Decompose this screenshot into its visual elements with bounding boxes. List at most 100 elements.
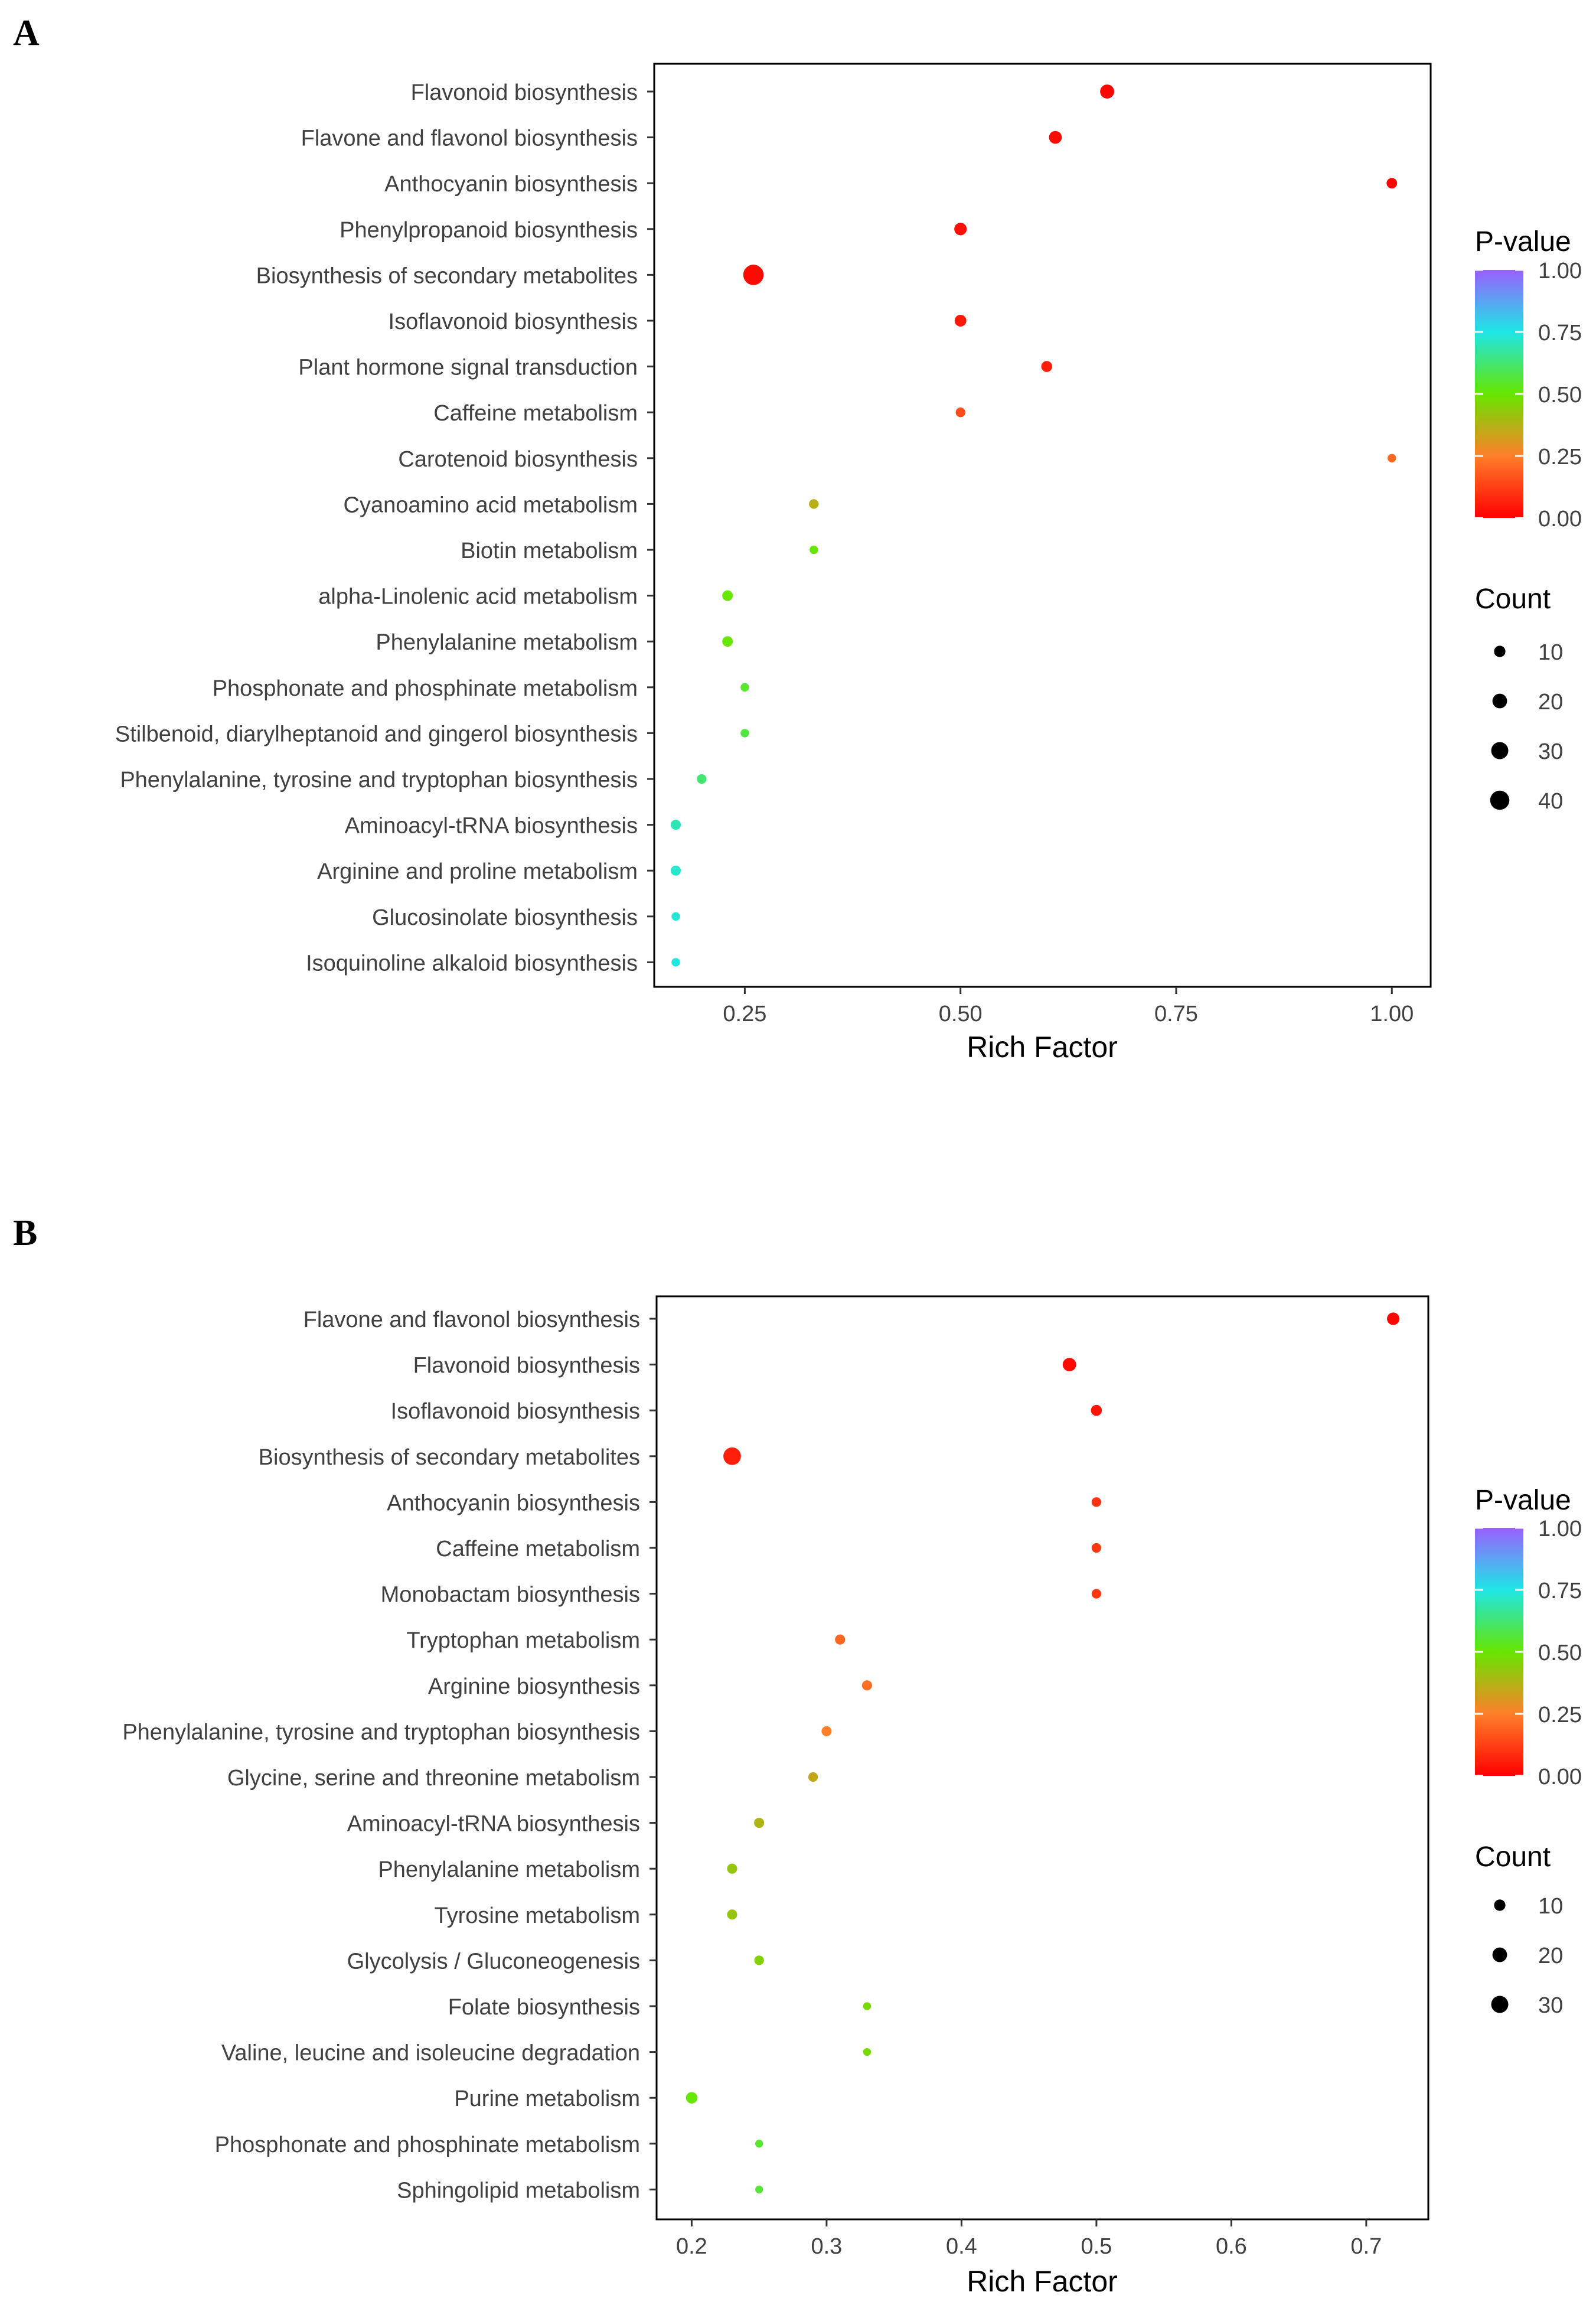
count-legend-label: 10 bbox=[1538, 640, 1563, 665]
y-tick-label: Phosphonate and phosphinate metabolism bbox=[213, 676, 638, 701]
y-tick-label: Isoflavonoid biosynthesis bbox=[391, 1399, 640, 1424]
data-point bbox=[670, 865, 681, 876]
data-points-b bbox=[686, 1312, 1400, 2194]
data-point bbox=[740, 729, 749, 738]
data-point bbox=[1388, 454, 1396, 462]
y-tick-label: Tryptophan metabolism bbox=[406, 1628, 640, 1653]
count-legend-dot bbox=[1491, 742, 1509, 759]
y-tick-label: Biotin metabolism bbox=[461, 539, 638, 563]
data-point bbox=[1386, 178, 1398, 189]
x-tick-label: 0.4 bbox=[946, 2234, 977, 2259]
count-legend-dot bbox=[1491, 1996, 1509, 2013]
x-tick-label: 0.50 bbox=[939, 1002, 983, 1026]
y-tick-label: Phenylpropanoid biosynthesis bbox=[340, 218, 638, 243]
count-legend-label: 20 bbox=[1538, 690, 1563, 715]
y-tick-label: Arginine biosynthesis bbox=[428, 1674, 640, 1699]
y-tick-label: Anthocyanin biosynthesis bbox=[384, 172, 638, 197]
colorbar-tick-label: 0.50 bbox=[1538, 1641, 1582, 1665]
y-tick-label: Sphingolipid metabolism bbox=[397, 2178, 640, 2203]
y-tick-label: Phenylalanine metabolism bbox=[378, 1857, 640, 1882]
y-tick-label: Carotenoid biosynthesis bbox=[398, 447, 638, 472]
data-point bbox=[809, 499, 819, 509]
y-tick-label: Flavonoid biosynthesis bbox=[411, 80, 638, 105]
count-legend-label: 20 bbox=[1538, 1944, 1563, 1968]
count-legend-label: 30 bbox=[1538, 739, 1563, 764]
panel-a: A Flavonoid biosynthesis Flavone and flav… bbox=[13, 13, 1582, 1064]
data-point bbox=[686, 2092, 698, 2104]
x-tick-label: 0.3 bbox=[811, 2234, 842, 2259]
x-axis-title-b: Rich Factor bbox=[967, 2265, 1118, 2298]
y-tick-label: Flavone and flavonol biosynthesis bbox=[303, 1308, 640, 1332]
data-point bbox=[1091, 1543, 1102, 1553]
panel-b: B Flavone and flavonol biosynthesisFlavo… bbox=[13, 1213, 1582, 2298]
colorbar-tick-label: 0.25 bbox=[1538, 1703, 1582, 1727]
data-point bbox=[755, 2185, 763, 2194]
count-legend-dot bbox=[1490, 790, 1510, 810]
data-point bbox=[1091, 1497, 1102, 1507]
legend-count-b: Count 10 20 30 bbox=[1475, 1841, 1563, 2018]
y-tick-label: Aminoacyl-tRNA biosynthesis bbox=[345, 814, 638, 839]
legend-pvalue-a: P-value 1.00 0.75 0.50 0.25 0.00 bbox=[1475, 226, 1582, 532]
legend-count-a: Count 10 20 30 40 bbox=[1475, 583, 1563, 814]
data-point bbox=[954, 315, 967, 327]
data-point bbox=[1091, 1404, 1102, 1416]
y-tick-label: Glycine, serine and threonine metabolism bbox=[227, 1766, 640, 1791]
x-tick-label: 1.00 bbox=[1370, 1002, 1414, 1026]
count-legend-label: 40 bbox=[1538, 789, 1563, 814]
data-point bbox=[955, 407, 965, 418]
y-tick-label: Phosphonate and phosphinate metabolism bbox=[215, 2133, 640, 2157]
panel-label-a: A bbox=[13, 13, 40, 53]
legend-pvalue-title-a: P-value bbox=[1475, 226, 1571, 257]
data-point bbox=[1049, 131, 1062, 144]
y-tick-label: Phenylalanine, tyrosine and tryptophan b… bbox=[122, 1720, 640, 1745]
y-tick-label: Caffeine metabolism bbox=[433, 401, 638, 426]
y-tick-label: Isoflavonoid biosynthesis bbox=[389, 309, 638, 334]
x-tick-label: 0.2 bbox=[676, 2234, 707, 2259]
y-tick-label: Aminoacyl-tRNA biosynthesis bbox=[347, 1812, 640, 1837]
data-point bbox=[727, 1863, 737, 1874]
y-tick-label: Flavone and flavonol biosynthesis bbox=[301, 126, 638, 151]
data-point bbox=[722, 636, 733, 647]
y-tick-label: Cyanoamino acid metabolism bbox=[344, 493, 638, 517]
colorbar-tick-label: 0.50 bbox=[1538, 383, 1582, 407]
data-point bbox=[740, 683, 749, 692]
y-axis-labels-b: Flavone and flavonol biosynthesis Flavono… bbox=[122, 1308, 640, 2203]
data-point bbox=[808, 1772, 818, 1782]
plot-area-a bbox=[653, 63, 1432, 988]
y-tick-label: Plant hormone signal transduction bbox=[298, 356, 638, 380]
data-point bbox=[1091, 1589, 1102, 1599]
y-tick-label: Tyrosine metabolism bbox=[435, 1903, 640, 1928]
y-tick-label: Biosynthesis of secondary metabolites bbox=[256, 263, 638, 288]
x-tick-label: 0.6 bbox=[1216, 2234, 1247, 2259]
colorbar-tick-label: 1.00 bbox=[1538, 1517, 1582, 1541]
x-axis-ticks-b: 0.2 0.3 0.4 0.5 0.6 0.7 bbox=[676, 2219, 1382, 2259]
colorbar-tick-label: 0.75 bbox=[1538, 321, 1582, 345]
data-point bbox=[1062, 1358, 1076, 1372]
data-point bbox=[723, 1447, 741, 1465]
y-tick-label: Anthocyanin biosynthesis bbox=[387, 1491, 640, 1515]
data-point bbox=[861, 1680, 873, 1691]
y-tick-label: Phenylalanine, tyrosine and tryptophan b… bbox=[120, 768, 638, 793]
colorbar-tick-label: 0.75 bbox=[1538, 1579, 1582, 1603]
x-tick-label: 0.75 bbox=[1154, 1002, 1198, 1026]
y-tick-label: alpha-Linolenic acid metabolism bbox=[318, 585, 638, 609]
data-point bbox=[1387, 1312, 1400, 1325]
data-point bbox=[671, 912, 680, 921]
y-axis-ticks-b bbox=[650, 1318, 657, 2190]
y-tick-label: Stilbenoid, diarylheptanoid and gingerol… bbox=[115, 722, 638, 746]
count-legend-dot bbox=[1492, 1947, 1507, 1962]
y-tick-label: Caffeine metabolism bbox=[436, 1537, 640, 1561]
data-point bbox=[727, 1909, 737, 1920]
data-point bbox=[821, 1726, 832, 1736]
y-tick-label: Monobactam biosynthesis bbox=[381, 1583, 640, 1608]
y-tick-label: Purine metabolism bbox=[454, 2086, 640, 2111]
y-tick-label: Glucosinolate biosynthesis bbox=[372, 905, 638, 930]
count-legend-label: 10 bbox=[1538, 1894, 1563, 1919]
count-legend-dot bbox=[1492, 693, 1507, 709]
x-axis-title-a: Rich Factor bbox=[967, 1031, 1118, 1064]
plot-area-b bbox=[655, 1295, 1429, 2221]
data-point bbox=[863, 2002, 872, 2010]
x-axis-ticks-a: 0.25 0.50 0.75 1.00 bbox=[723, 987, 1414, 1026]
data-point bbox=[670, 820, 681, 830]
